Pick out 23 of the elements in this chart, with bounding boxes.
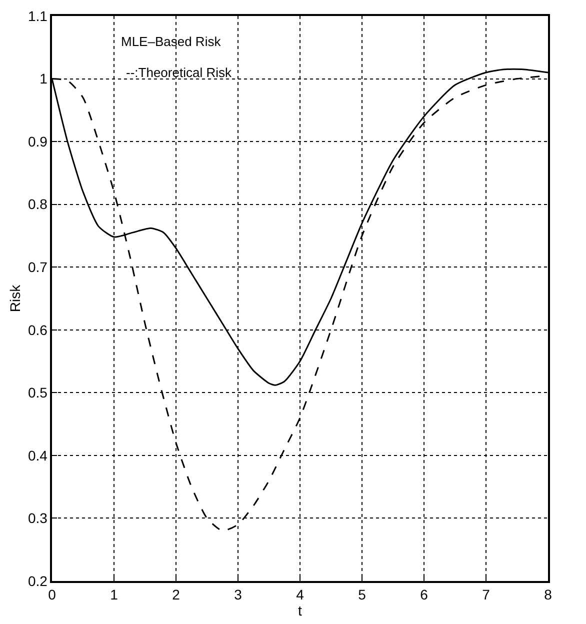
x-tick-label: 5 (358, 586, 366, 603)
x-tick-label: 8 (544, 586, 552, 603)
y-tick-label: 1 (40, 70, 48, 87)
x-tick-label: 7 (482, 586, 490, 603)
y-tick-label: 0.2 (28, 572, 48, 589)
y-tick-label: 0.7 (28, 259, 48, 276)
y-tick-label: 0.8 (28, 196, 48, 212)
annotation: --:Theoretical Risk (126, 65, 232, 80)
y-axis-title: Risk (7, 284, 24, 312)
x-tick-label: 3 (234, 586, 242, 603)
x-tick-label: 1 (110, 586, 118, 603)
annotation: MLE–Based Risk (121, 34, 222, 49)
y-tick-label: 0.5 (28, 384, 48, 401)
y-tick-label: 1.1 (28, 8, 48, 24)
y-tick-label: 0.9 (28, 133, 48, 150)
x-tick-label: 6 (420, 586, 428, 603)
y-tick-label: 0.6 (28, 322, 48, 338)
x-tick-label: 0 (48, 586, 56, 603)
y-tick-label: 0.4 (28, 447, 48, 464)
x-tick-label: 4 (296, 586, 304, 603)
y-tick-label: 0.3 (28, 510, 48, 526)
x-tick-label: 2 (172, 586, 180, 603)
x-axis-title: t (298, 602, 302, 619)
